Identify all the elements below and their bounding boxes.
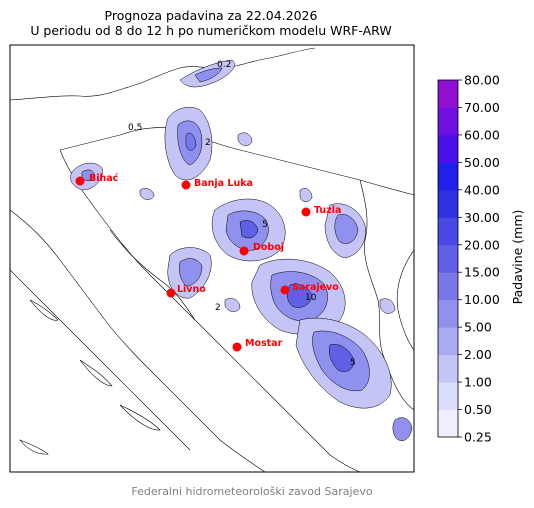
rain-core-bihac <box>81 169 96 181</box>
colorbar-tick-label: 2.00 <box>464 347 492 362</box>
coast-1 <box>10 209 266 472</box>
contour-label: 2 <box>205 138 211 148</box>
city-label-mostar: Mostar <box>245 338 283 349</box>
contour-label: 0.5 <box>128 123 142 133</box>
colorbar-tick-label: 30.00 <box>464 210 500 225</box>
colorbar: 0.25 0.50 1.00 2.00 5.00 10.00 15.00 20.00 30.00… <box>437 73 500 445</box>
colorbar-segment <box>438 382 458 411</box>
map-title: Prognoza padavina za 22.04.2026 <box>104 8 318 23</box>
colorbar-tick-label: 0.25 <box>464 430 492 445</box>
rain-core-north <box>194 67 223 83</box>
city-marker <box>75 176 85 186</box>
borders <box>10 47 414 472</box>
colorbar-segment <box>438 244 458 273</box>
drina-border <box>359 179 414 411</box>
contour-label: 10 <box>305 293 317 303</box>
colorbar-segment <box>438 327 458 356</box>
colorbar-tick-label: 0.50 <box>464 402 492 417</box>
city-doboj: Doboj <box>239 242 284 256</box>
coast-2 <box>10 269 191 451</box>
colorbar-segment <box>438 162 458 191</box>
city-marker <box>280 285 290 295</box>
colorbar-tick-label: 50.00 <box>464 155 500 170</box>
contour-label: 0.2 <box>217 60 231 70</box>
contour-label: 5 <box>262 220 268 230</box>
colorbar-segment <box>438 80 458 108</box>
east-border <box>396 249 414 351</box>
colorbar-border <box>437 79 459 438</box>
city-marker <box>301 207 311 217</box>
colorbar-tick-label: 70.00 <box>464 100 500 115</box>
city-label-sarajevo: Sarajevo <box>292 282 339 293</box>
colorbar-segment <box>438 134 458 163</box>
city-marker <box>166 288 176 298</box>
contour-label: 5 <box>350 358 356 368</box>
rain-cell <box>237 132 253 146</box>
city-label-bihac: Bihać <box>89 173 119 184</box>
island-1 <box>29 299 59 321</box>
city-bihac: Bihać <box>75 173 119 186</box>
colorbar-tick-label: 80.00 <box>464 73 500 88</box>
contour-label: 2 <box>215 303 221 313</box>
map-subtitle: U periodu od 8 do 12 h po numeričkom mod… <box>30 23 392 38</box>
rain-peak-banjaluka <box>185 132 197 151</box>
colorbar-segment <box>438 272 458 301</box>
city-label-livno: Livno <box>177 284 206 295</box>
city-sarajevo: Sarajevo <box>280 282 339 295</box>
island-4 <box>19 439 49 455</box>
city-livno: Livno <box>166 284 206 298</box>
colorbar-segment <box>438 189 458 218</box>
city-banja-luka: Banja Luka <box>181 178 253 190</box>
colorbar-tick-label: 20.00 <box>464 237 500 252</box>
inner-line <box>109 229 196 321</box>
colorbar-segment <box>438 354 458 383</box>
rain-area-southeast <box>392 417 413 441</box>
colorbar-segment <box>438 409 458 438</box>
rain-peak-south <box>329 344 355 372</box>
island-2 <box>79 359 113 387</box>
city-tuzla: Tuzla <box>301 205 341 217</box>
colorbar-segment <box>438 107 458 136</box>
colorbar-tick-label: 15.00 <box>464 265 500 280</box>
rain-peak-doboj <box>239 220 259 239</box>
city-markers: Bihać Banja Luka Tuzla Doboj Livno Saraj… <box>75 173 341 352</box>
colorbar-segment <box>438 217 458 246</box>
rain-cell <box>379 298 396 314</box>
precip-fills <box>70 59 413 441</box>
colorbar-segment <box>438 299 458 328</box>
city-marker <box>239 246 249 256</box>
map-frame <box>9 44 415 473</box>
city-label-doboj: Doboj <box>253 242 284 253</box>
colorbar-tick-label: 60.00 <box>464 127 500 142</box>
rain-core-livno <box>179 258 203 287</box>
city-label-banja-luka: Banja Luka <box>194 178 253 189</box>
island-3 <box>119 404 161 431</box>
colorbar-tick-label: 40.00 <box>464 182 500 197</box>
city-mostar: Mostar <box>232 338 283 352</box>
rain-cell <box>299 188 313 202</box>
colorbar-tick-label: 1.00 <box>464 375 492 390</box>
footer-credit: Federalni hidrometeorološki zavod Saraje… <box>131 485 373 498</box>
rain-peak-sarajevo <box>287 284 313 308</box>
colorbar-tick-label: 10.00 <box>464 292 500 307</box>
rain-cell <box>139 188 155 200</box>
city-marker <box>232 342 242 352</box>
city-label-tuzla: Tuzla <box>314 205 341 216</box>
colorbar-tick-label: 5.00 <box>464 320 492 335</box>
rain-cell <box>224 298 241 312</box>
city-marker <box>181 180 191 190</box>
contour-labels: 0.2 0.5 2 5 10 2 5 <box>128 60 356 368</box>
north-border <box>10 47 316 101</box>
rain-core-tuzla <box>334 214 359 244</box>
west-border <box>59 149 361 472</box>
colorbar-title: Padavine (mm) <box>510 210 525 305</box>
